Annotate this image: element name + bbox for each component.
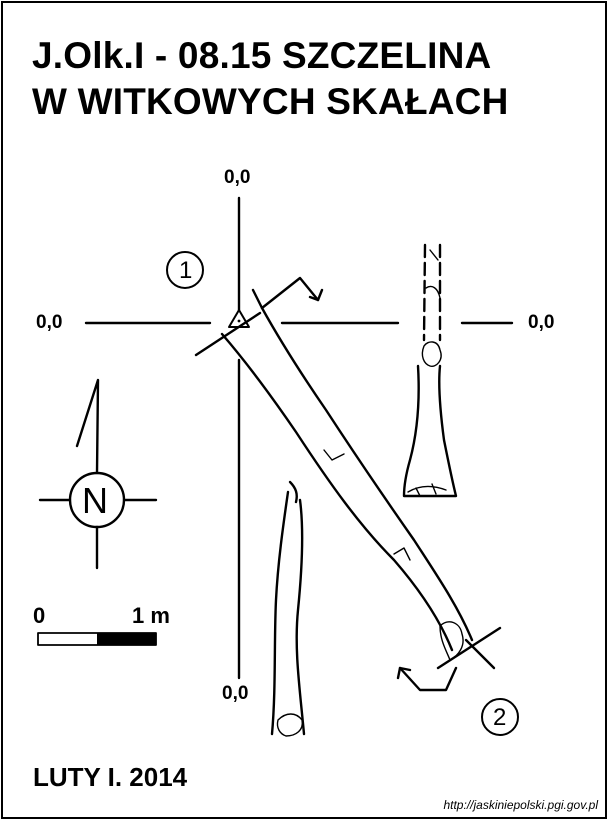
- crosshair-label-right: 0,0: [528, 312, 555, 333]
- cave-cross-section-left: [270, 480, 306, 737]
- crosshair-label-left: 0,0: [36, 312, 63, 333]
- crosshair-label-bottom: 0,0: [222, 683, 249, 704]
- entrance-1-number: 1: [179, 257, 193, 284]
- section-arrow-top: [260, 276, 324, 310]
- source-url: http://jaskiniepolski.pgi.gov.pl: [443, 798, 598, 812]
- section-arrow-bottom: [396, 666, 458, 692]
- crosshair-axes: [84, 196, 514, 680]
- entrance-2-number: 2: [493, 704, 507, 731]
- map-title-line-1: J.Olk.I - 08.15 SZCZELINA: [32, 35, 492, 76]
- compass-north-letter: N: [82, 480, 108, 521]
- entrance-2-marker: [481, 698, 519, 736]
- cave-cross-section-right: [402, 243, 458, 498]
- scale-bar: [37, 632, 157, 646]
- scale-end-label: 1 m: [132, 603, 170, 628]
- cave-passage-plan: [194, 288, 502, 670]
- datum-point-icon: [228, 309, 250, 328]
- entrance-1-marker: [166, 251, 204, 289]
- north-compass-icon: [38, 378, 158, 570]
- scale-start-label: 0: [33, 603, 46, 628]
- crosshair-label-top: 0,0: [224, 167, 251, 188]
- map-title-line-2: W WITKOWYCH SKAŁACH: [32, 81, 509, 122]
- survey-date: LUTY I. 2014: [33, 762, 188, 792]
